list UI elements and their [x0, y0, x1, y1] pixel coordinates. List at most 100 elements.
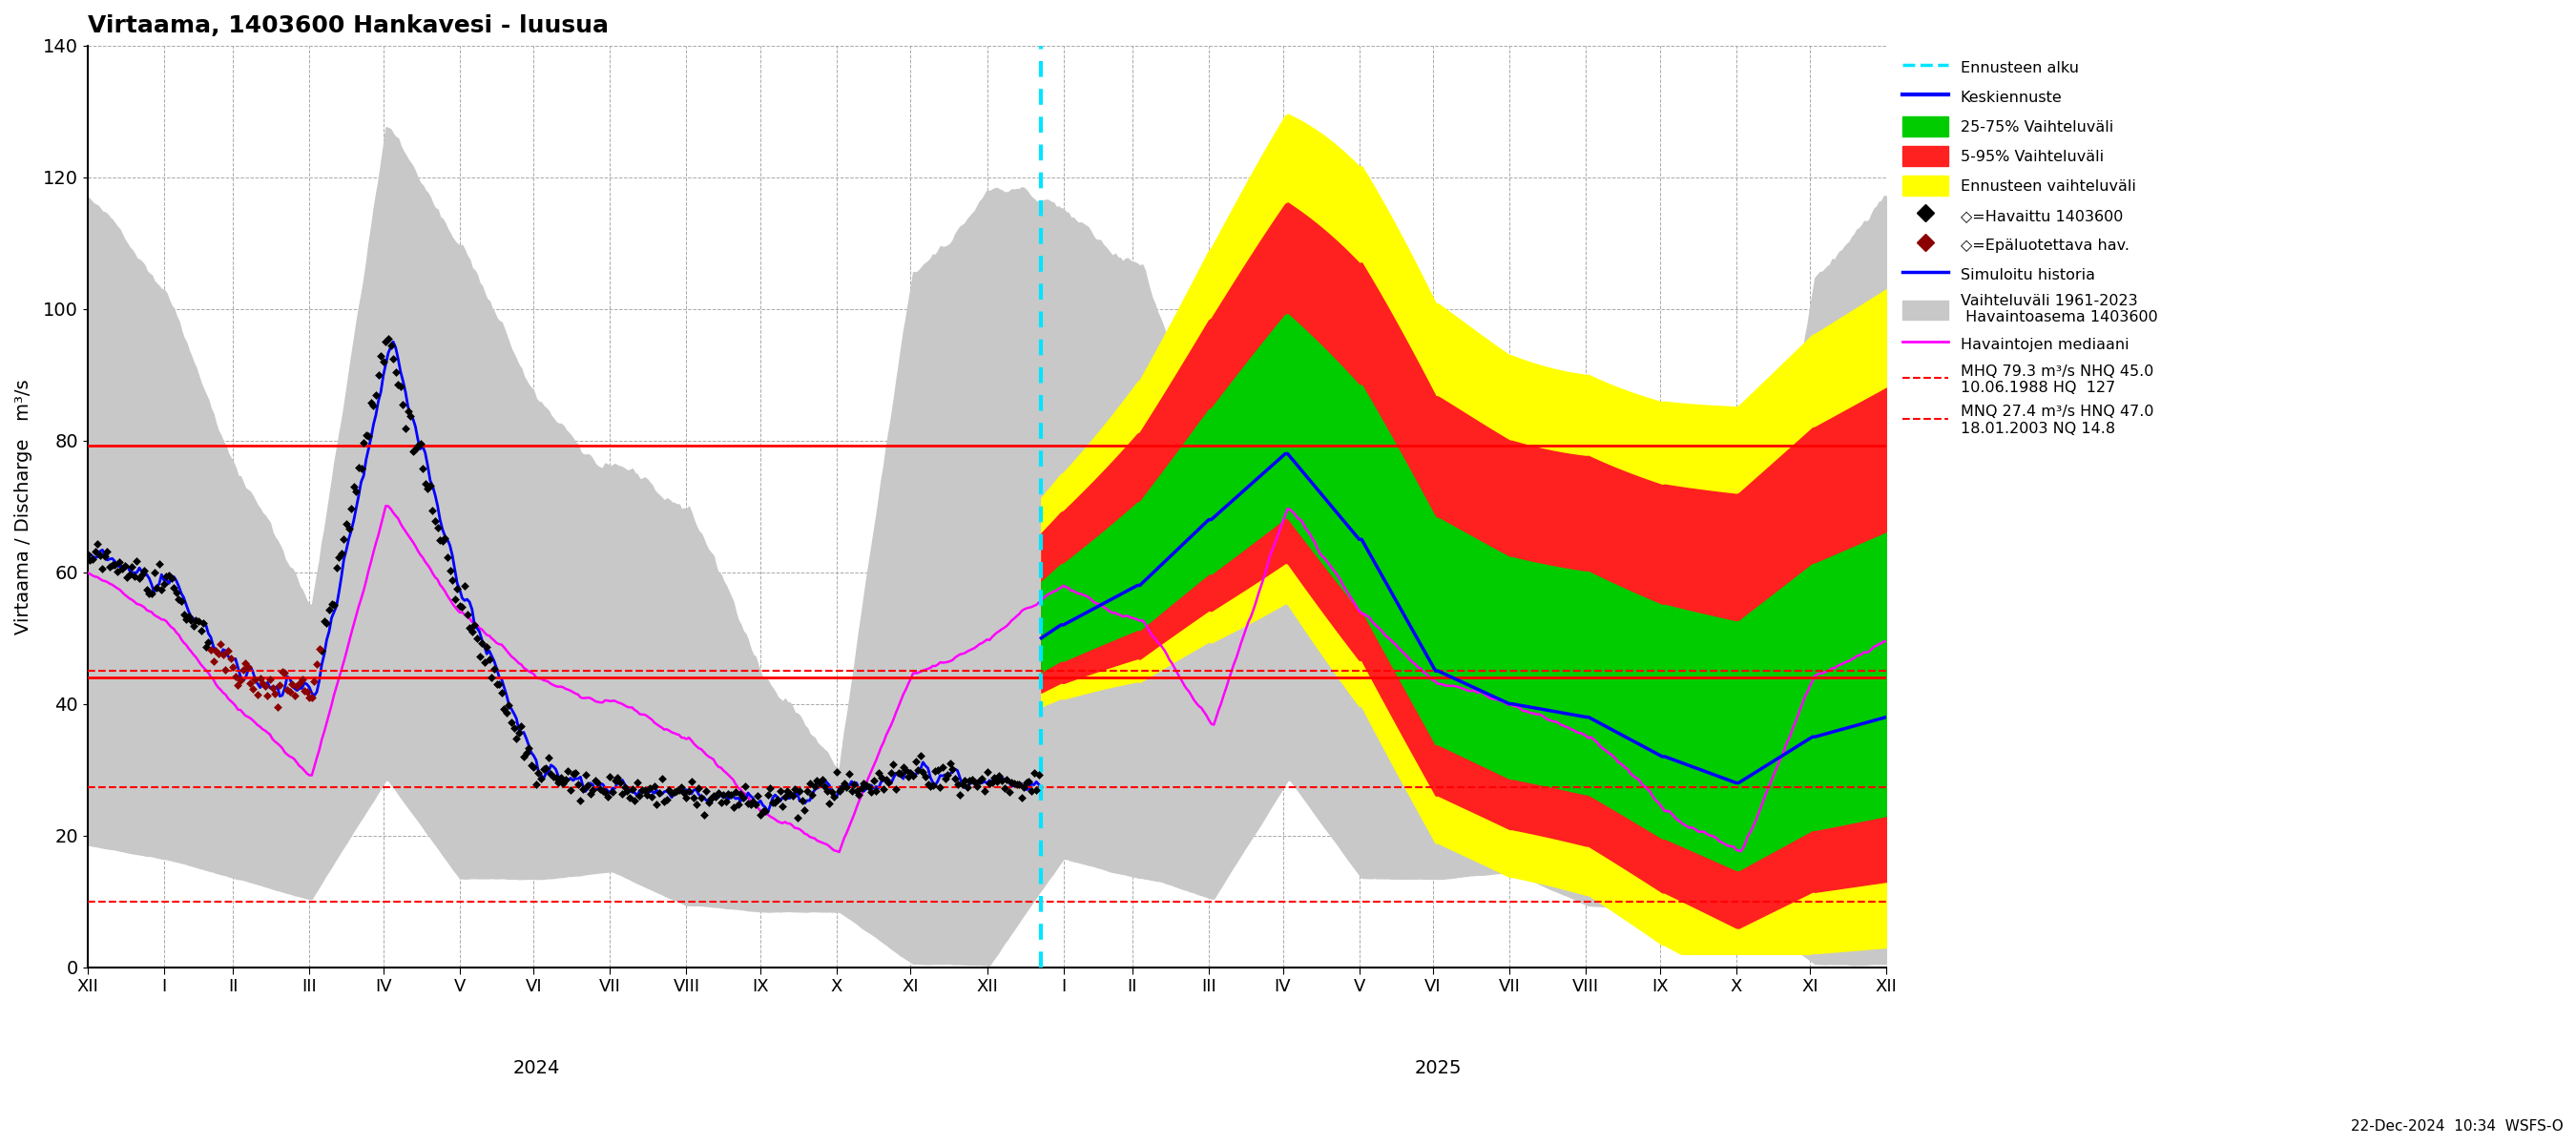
Point	[881, 765, 922, 783]
Point	[492, 712, 533, 731]
Point	[711, 785, 752, 804]
Point	[461, 634, 502, 653]
Point	[739, 806, 781, 824]
Point	[276, 677, 317, 695]
Point	[551, 781, 592, 799]
Point	[85, 547, 126, 566]
Point	[814, 788, 855, 806]
Point	[572, 781, 613, 799]
Point	[580, 781, 621, 799]
Point	[696, 788, 737, 806]
Point	[907, 775, 948, 793]
Point	[616, 773, 657, 791]
Point	[371, 337, 412, 355]
Point	[327, 520, 368, 538]
Point	[446, 605, 487, 623]
Point	[680, 789, 721, 807]
Y-axis label: Virtaama / Discharge   m³/s: Virtaama / Discharge m³/s	[15, 379, 33, 634]
Point	[255, 685, 296, 703]
Point	[582, 782, 623, 800]
Point	[866, 771, 907, 789]
Point	[340, 459, 381, 477]
Point	[701, 793, 742, 812]
Point	[477, 676, 518, 694]
Point	[724, 777, 765, 796]
Point	[775, 780, 817, 798]
Point	[639, 783, 680, 802]
Point	[909, 777, 951, 796]
Point	[453, 615, 495, 633]
Point	[574, 771, 616, 789]
Point	[781, 792, 822, 811]
Point	[185, 638, 227, 656]
Point	[204, 645, 245, 663]
Point	[386, 402, 428, 420]
Point	[459, 647, 500, 665]
Point	[376, 363, 417, 381]
Point	[417, 518, 459, 536]
Point	[100, 560, 142, 578]
Point	[685, 782, 726, 800]
Point	[95, 555, 137, 574]
Point	[438, 579, 479, 598]
Point	[1012, 764, 1054, 782]
Point	[227, 657, 268, 676]
Point	[719, 796, 760, 814]
Point	[878, 764, 920, 782]
Point	[757, 790, 799, 808]
Point	[93, 555, 134, 574]
Point	[940, 785, 981, 804]
Point	[773, 787, 814, 805]
Point	[1002, 789, 1043, 807]
Point	[569, 784, 611, 803]
Point	[224, 655, 265, 673]
Point	[626, 785, 667, 804]
Point	[613, 791, 654, 810]
Point	[77, 535, 118, 553]
Point	[667, 782, 708, 800]
Point	[912, 776, 953, 795]
Point	[706, 792, 747, 811]
Point	[374, 349, 415, 368]
Point	[90, 558, 131, 576]
Point	[289, 688, 330, 706]
Point	[219, 671, 260, 689]
Point	[268, 682, 309, 701]
Point	[824, 775, 866, 793]
Point	[162, 606, 204, 624]
Point	[922, 758, 963, 776]
Point	[662, 777, 703, 796]
Point	[237, 686, 278, 704]
Point	[265, 664, 307, 682]
Point	[848, 777, 889, 796]
Legend: Ennusteen alku, Keskiennuste, 25-75% Vaihteluväli, 5-95% Vaihteluväli, Ennusteen: Ennusteen alku, Keskiennuste, 25-75% Vai…	[1899, 54, 2161, 441]
Point	[755, 793, 796, 812]
Point	[549, 763, 590, 781]
Point	[778, 808, 819, 827]
Point	[641, 769, 683, 788]
Point	[167, 607, 209, 625]
Point	[142, 581, 183, 599]
Point	[345, 426, 386, 444]
Point	[317, 559, 358, 577]
Point	[832, 782, 873, 800]
Point	[281, 671, 322, 689]
Point	[198, 645, 240, 663]
Point	[647, 790, 688, 808]
Point	[392, 442, 433, 460]
Point	[428, 548, 469, 567]
Point	[804, 776, 845, 795]
Point	[703, 785, 744, 804]
Point	[489, 696, 531, 714]
Point	[250, 670, 291, 688]
Point	[456, 630, 497, 648]
Point	[466, 638, 507, 656]
Point	[129, 585, 170, 603]
Point	[528, 749, 569, 767]
Point	[209, 641, 250, 660]
Point	[608, 782, 649, 800]
Point	[270, 674, 312, 693]
Point	[361, 347, 402, 365]
Point	[505, 744, 546, 763]
Point	[304, 611, 345, 630]
